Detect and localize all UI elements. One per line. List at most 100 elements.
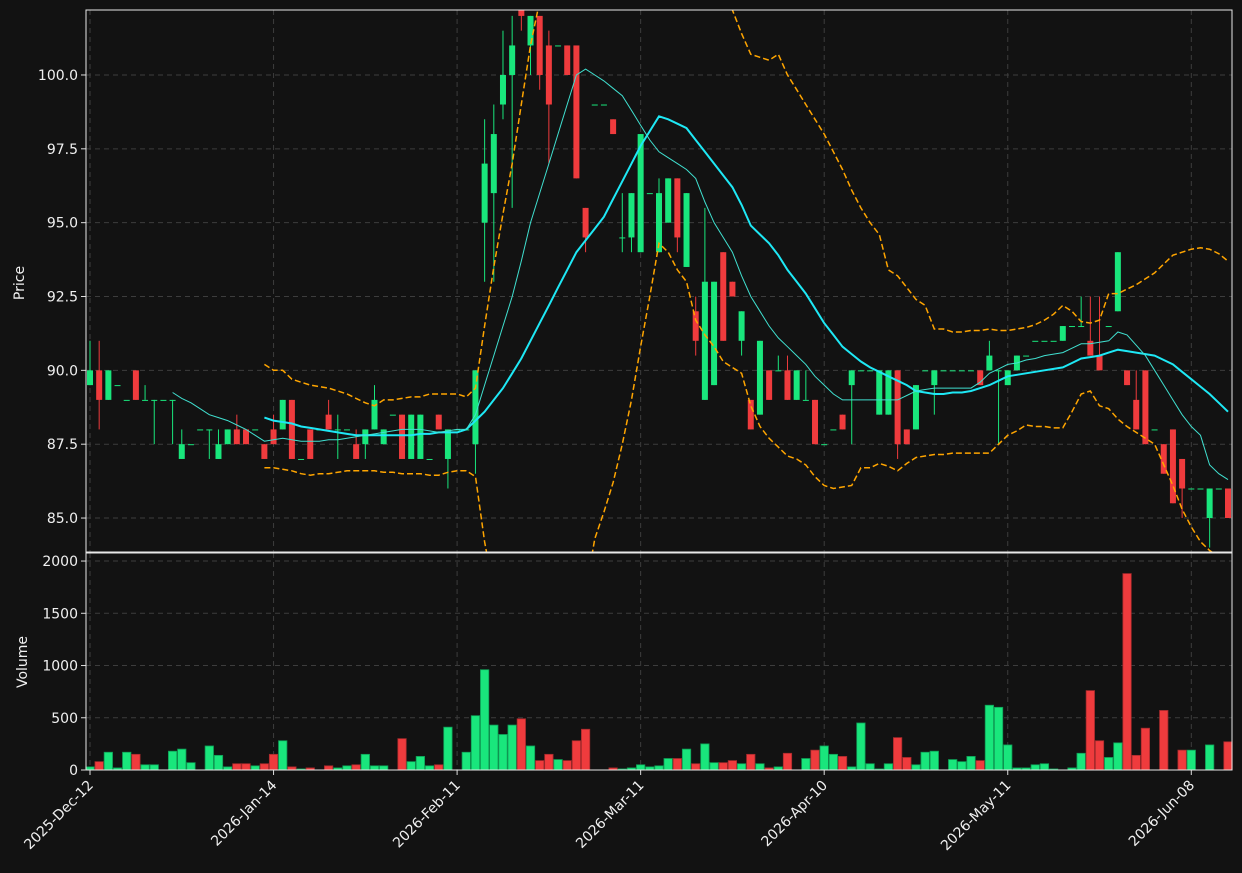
candle-body (564, 45, 571, 75)
volume-bar (755, 763, 765, 771)
volume-bar (351, 764, 361, 771)
overlay-line (263, 10, 1229, 407)
candle-body (711, 281, 718, 386)
volume-bar (654, 765, 664, 771)
candle-body (949, 370, 956, 372)
candle-body (637, 134, 644, 253)
volume-bar (1177, 749, 1187, 771)
candle-body (1068, 326, 1075, 328)
candle-body (1160, 444, 1167, 474)
candle-body (802, 399, 809, 401)
candle-body (279, 399, 286, 430)
candle-body (1179, 458, 1186, 489)
candle-body (1087, 340, 1094, 356)
candles (87, 10, 1231, 548)
volume-bar (672, 758, 682, 771)
candle-body (1197, 488, 1204, 490)
candle-body (243, 429, 250, 445)
candle-body (830, 429, 837, 431)
volume-bar (663, 758, 673, 771)
volume-bar (213, 754, 224, 771)
candle-body (894, 370, 901, 445)
candle-body (674, 178, 681, 238)
candle-body (812, 399, 819, 445)
candle-body (1188, 488, 1195, 490)
candle-body (692, 311, 699, 341)
candle-body (527, 15, 534, 46)
volume-bar (489, 724, 499, 771)
volume-bar (424, 765, 435, 771)
volume-bar (828, 753, 838, 771)
candle-body (839, 414, 846, 430)
volume-bar (507, 724, 517, 771)
volume-bar (1003, 744, 1013, 771)
candle-body (197, 429, 204, 431)
candle-body (472, 370, 479, 445)
volume-bar (1030, 764, 1040, 771)
candle-body (701, 281, 708, 400)
volume-bar (278, 740, 288, 771)
candle-body (1050, 340, 1057, 342)
candle-body (490, 134, 497, 194)
candle-body (1169, 429, 1176, 504)
candle-body (261, 444, 268, 459)
candle-body (123, 399, 130, 401)
y-tick-label: 1500 (42, 606, 78, 622)
volume-bar (700, 743, 710, 771)
candle-body (903, 429, 910, 445)
candle-body (1032, 340, 1039, 342)
candle-body (96, 370, 103, 400)
candle-body (1096, 355, 1103, 371)
candle-body (656, 193, 662, 253)
y-tick-label: 0 (69, 763, 78, 779)
candle-body (160, 399, 167, 401)
y-tick-label: 92.5 (47, 290, 78, 306)
candle-body (509, 45, 516, 75)
volume-bar (810, 749, 820, 771)
candle-body (298, 458, 305, 460)
volume-bar (580, 728, 591, 771)
volume-bar (461, 751, 471, 771)
volume-bar (131, 753, 141, 771)
volume-bar (1039, 763, 1050, 771)
volume-bar (1122, 573, 1132, 771)
candle-body (114, 385, 121, 387)
y-tick-label: 1000 (42, 659, 78, 675)
candle-body (206, 429, 213, 431)
y-tick-label: 2000 (42, 554, 78, 570)
candle-body (821, 444, 828, 446)
candle-body (683, 193, 690, 267)
candle-body (977, 370, 984, 386)
candle-body (931, 370, 938, 386)
volume-bar (1076, 752, 1086, 771)
y-tick-label: 97.5 (47, 142, 78, 158)
volume-bar (691, 763, 701, 771)
volume-bar (232, 763, 242, 771)
candle-body (224, 429, 231, 445)
volume-bar (103, 751, 113, 771)
price-panel-frame (85, 9, 1233, 553)
volume-bar (718, 762, 728, 771)
candle-body (1215, 488, 1222, 490)
candle-body (1004, 370, 1011, 386)
volume-bar (525, 745, 536, 771)
volume-bar (250, 765, 260, 771)
volume-bar (929, 750, 939, 771)
candle-body (1151, 429, 1158, 431)
candle-body (444, 429, 451, 459)
candle-body (968, 370, 975, 372)
candle-body (591, 104, 598, 106)
candle-body (600, 104, 607, 106)
volume-bar (498, 734, 508, 771)
volume-bar (984, 704, 994, 771)
volume-bar (562, 760, 572, 771)
candle-body (545, 45, 552, 105)
candle-body (1023, 355, 1030, 357)
candle-body (426, 458, 433, 460)
candle-body (87, 370, 93, 386)
candle-body (555, 45, 562, 47)
candle-body (885, 370, 892, 415)
volume-bar (948, 759, 958, 771)
